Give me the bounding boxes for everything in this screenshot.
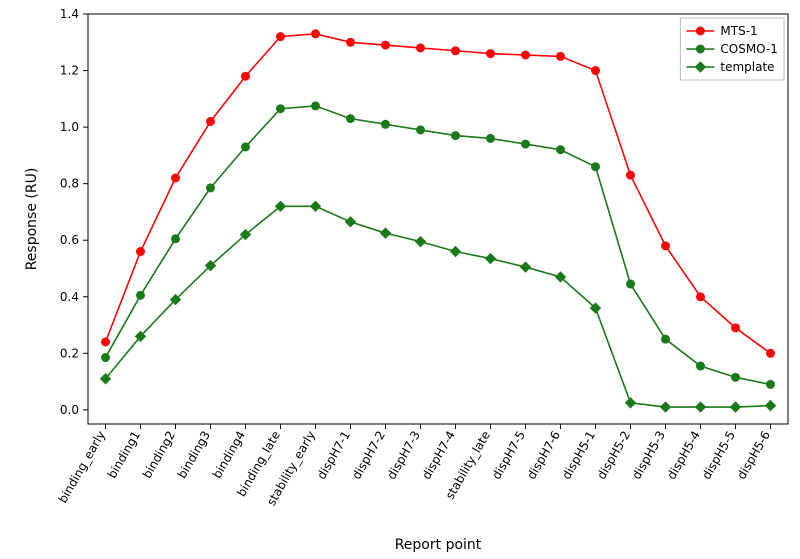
y-tick-label: 0.2 [60, 346, 79, 360]
x-axis-label: Report point [395, 537, 482, 553]
line-chart: 0.00.20.40.60.81.01.21.4Response (RU)bin… [0, 0, 800, 559]
legend: MTS-1 COSMO-1 template [680, 18, 784, 80]
y-tick-label: 0.0 [60, 403, 79, 417]
y-tick-label: 1.4 [60, 7, 79, 21]
y-tick-label: 1.2 [60, 64, 79, 78]
y-tick-label: 0.4 [60, 290, 79, 304]
y-tick-label: 1.0 [60, 120, 79, 134]
y-tick-label: 0.8 [60, 177, 79, 191]
legend-label: COSMO-1 [720, 42, 778, 56]
chart-container: 0.00.20.40.60.81.01.21.4Response (RU)bin… [0, 0, 800, 559]
legend-label: template [720, 60, 774, 74]
legend-label: MTS-1 [720, 24, 757, 38]
y-tick-label: 0.6 [60, 233, 79, 247]
y-axis-label: Response (RU) [24, 168, 40, 271]
